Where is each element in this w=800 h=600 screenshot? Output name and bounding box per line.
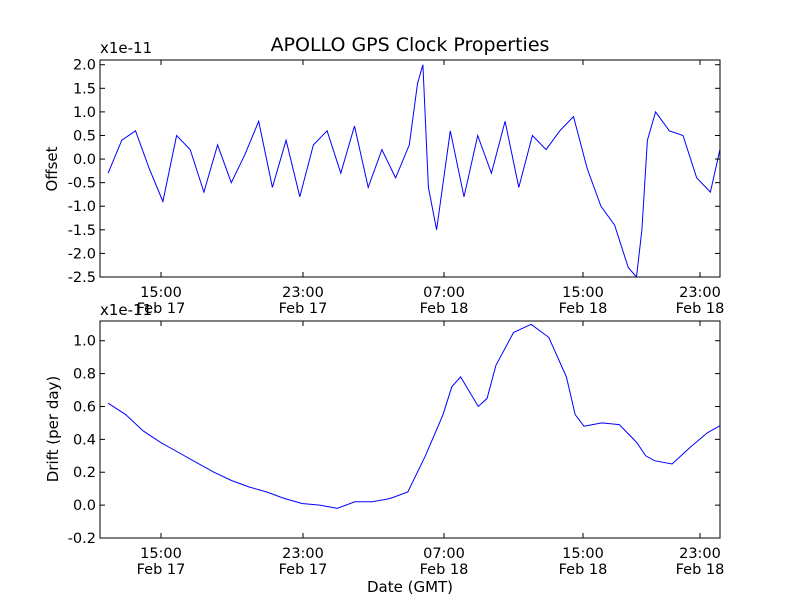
x-tick-label-date: Feb 18 (559, 301, 608, 317)
y-tick-label: -0.2 (68, 531, 96, 547)
y-tick-label: 0.0 (73, 152, 96, 168)
y-tick-label: -1.0 (68, 199, 96, 215)
x-tick-label-date: Feb 17 (279, 562, 328, 578)
drift-exponent-label: x1e-11 (100, 301, 152, 319)
x-tick-label-date: Feb 17 (137, 301, 186, 317)
drift-series-line (107, 323, 720, 509)
x-tick-label-time: 23:00 (679, 546, 721, 562)
offset-exponent-label: x1e-11 (100, 39, 152, 57)
x-tick-label-time: 23:00 (282, 546, 324, 562)
x-tick-label-time: 15:00 (562, 546, 604, 562)
drift-x-axis-label: Date (GMT) (367, 578, 453, 596)
x-tick-label-date: Feb 17 (279, 301, 328, 317)
y-tick-label: -1.5 (68, 223, 96, 239)
offset-y-axis-label: Offset (43, 146, 61, 191)
y-tick-label: 2.0 (73, 58, 96, 74)
x-tick-label-time: 07:00 (423, 285, 465, 301)
offset-panel: -2.5 -2.0 -1.5 -1.0 -0.5 0.0 0.5 1.0 1.5 2.0 15:0… (43, 39, 725, 317)
y-tick-label: 0.2 (73, 465, 96, 481)
y-tick-label: -2.0 (68, 246, 96, 262)
x-tick-label-time: 23:00 (679, 285, 721, 301)
y-tick-label: 1.0 (73, 105, 96, 121)
y-tick-label: 1.5 (73, 81, 96, 97)
x-tick-label-date: Feb 18 (676, 301, 725, 317)
x-tick-label-time: 15:00 (140, 546, 182, 562)
y-tick-label: 0.6 (73, 399, 96, 415)
x-tick-label-date: Feb 18 (420, 562, 469, 578)
drift-y-ticks: -0.2 0.0 0.2 0.4 0.6 0.8 1.0 (68, 334, 720, 547)
offset-series-line (107, 64, 720, 277)
x-tick-label-date: Feb 18 (559, 562, 608, 578)
x-tick-label-time: 15:00 (562, 285, 604, 301)
y-tick-label: -0.5 (68, 176, 96, 192)
x-tick-label-date: Feb 18 (676, 562, 725, 578)
y-tick-label: 0.0 (73, 498, 96, 514)
y-tick-label: 0.4 (73, 432, 96, 448)
x-tick-label-time: 23:00 (282, 285, 324, 301)
y-tick-label: 1.0 (73, 334, 96, 350)
x-tick-label-date: Feb 18 (420, 301, 469, 317)
offset-axes-frame (99, 59, 721, 278)
y-tick-label: 0.8 (73, 367, 96, 383)
offset-y-ticks: -2.5 -2.0 -1.5 -1.0 -0.5 0.0 0.5 1.0 1.5 2.0 (68, 58, 720, 286)
x-tick-label-time: 07:00 (423, 546, 465, 562)
x-tick-label-time: 15:00 (140, 285, 182, 301)
y-tick-label: 0.5 (73, 128, 96, 144)
drift-y-axis-label: Drift (per day) (44, 376, 62, 483)
chart-title: APOLLO GPS Clock Properties (271, 34, 550, 56)
x-tick-label-date: Feb 17 (137, 562, 186, 578)
y-tick-label: -2.5 (68, 270, 96, 286)
drift-axes-frame (99, 320, 721, 539)
